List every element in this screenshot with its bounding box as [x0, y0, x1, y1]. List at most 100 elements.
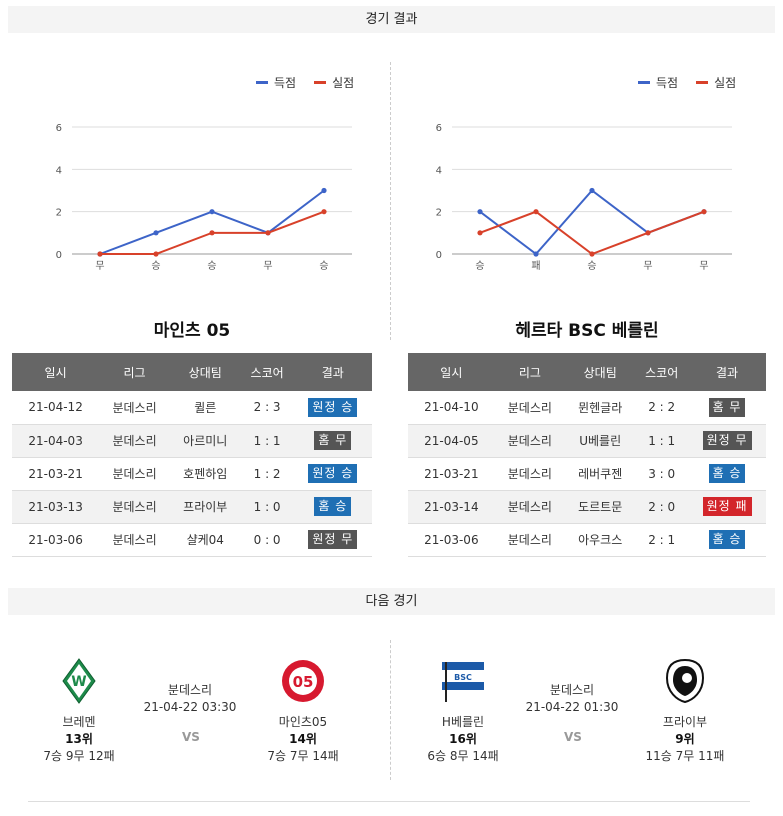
- cell-score: 2 : 2: [635, 391, 689, 425]
- team-name: 프라이부: [662, 715, 708, 729]
- cell-league: 분데스리: [99, 391, 170, 425]
- match1-info: 분데스리 21-04-22 03:30: [130, 682, 250, 716]
- cell-league: 분데스리: [494, 523, 566, 557]
- cell-opponent: 샬케04: [169, 523, 241, 557]
- col-opponent: 상대팀: [169, 353, 241, 391]
- legend-scored: 득점: [638, 74, 678, 91]
- col-score: 스코어: [635, 353, 689, 391]
- svg-text:W: W: [71, 674, 86, 690]
- cell-date: 21-03-13: [12, 490, 100, 524]
- cell-date: 21-03-14: [408, 490, 495, 524]
- result-badge: 홈 승: [708, 530, 746, 549]
- match2-home-team[interactable]: BSC H베를린 16위 6승 8무 14패: [418, 658, 508, 764]
- cell-score: 3 : 0: [635, 457, 689, 491]
- x-tick-label: 무: [95, 261, 104, 272]
- match1-home-team[interactable]: W 브레멘 13위 7승 9무 12패: [36, 658, 122, 764]
- cell-date: 21-04-12: [12, 391, 100, 425]
- cell-result: 홈 무: [688, 391, 766, 425]
- x-tick-label: 무: [699, 261, 708, 272]
- cell-opponent: U베를린: [565, 424, 636, 458]
- legend-conceded: 실점: [314, 74, 354, 91]
- cell-score: 0 : 0: [240, 523, 294, 557]
- mainz-05-crest-icon: 05: [282, 660, 324, 702]
- cell-date: 21-04-03: [12, 424, 100, 458]
- legend-conceded: 실점: [696, 74, 736, 91]
- data-point-scored: [209, 209, 215, 215]
- legend-scored-swatch: [638, 81, 650, 84]
- right-team-title: 헤르타 BSC 베를린: [515, 321, 659, 341]
- team-name: 브레멘: [62, 715, 96, 729]
- cell-league: 분데스리: [99, 457, 170, 491]
- y-tick-label: 4: [436, 165, 442, 176]
- data-point-conceded: [265, 230, 271, 236]
- results-section-header: 경기 결과: [8, 6, 775, 33]
- cell-result: 홈 승: [688, 523, 766, 557]
- data-point-scored: [533, 251, 539, 257]
- cell-league: 분데스리: [99, 490, 170, 524]
- data-point-conceded: [589, 251, 595, 257]
- x-tick-label: 승: [207, 260, 216, 272]
- y-tick-label: 0: [56, 250, 62, 261]
- legend-conceded-swatch: [696, 81, 709, 84]
- team-record: 6승 8무 14패: [427, 749, 499, 763]
- team-rank: 9위: [675, 732, 695, 746]
- legend-conceded-label: 실점: [714, 76, 737, 90]
- cell-result: 원정 무: [688, 424, 766, 458]
- data-point-conceded: [153, 251, 159, 257]
- col-date: 일시: [408, 353, 495, 391]
- table-row: 21-03-06 분데스리 샬케04 0 : 0 원정 무: [12, 523, 372, 557]
- cell-date: 21-04-10: [408, 391, 495, 425]
- data-point-conceded: [321, 209, 327, 215]
- cell-opponent: 뮌헨글라: [565, 391, 636, 425]
- left-team-results-table: 일시 리그 상대팀 스코어 결과 21-04-12 분데스리 퀼른 2 : 3 원정 승…: [12, 353, 372, 557]
- cell-score: 1 : 1: [635, 424, 689, 458]
- table-row: 21-03-14 분데스리 도르트문 2 : 0 원정 패: [408, 490, 766, 524]
- y-tick-label: 6: [56, 123, 62, 134]
- data-point-scored: [477, 209, 483, 215]
- col-opponent: 상대팀: [565, 353, 636, 391]
- table-row: 21-04-03 분데스리 아르미니 1 : 1 홈 무: [12, 424, 372, 458]
- cell-league: 분데스리: [99, 424, 170, 458]
- chart-legend-right: 득점 실점: [638, 74, 736, 91]
- werder-bremen-crest-icon: W: [62, 658, 96, 704]
- cell-league: 분데스리: [494, 391, 566, 425]
- x-tick-label: 무: [263, 261, 272, 272]
- table-header-row: 일시 리그 상대팀 스코어 결과: [12, 353, 372, 391]
- team-record: 7승 7무 14패: [267, 749, 339, 763]
- cell-league: 분데스리: [494, 490, 566, 524]
- col-result: 결과: [688, 353, 766, 391]
- table-row: 21-03-21 분데스리 레버쿠젠 3 : 0 홈 승: [408, 457, 766, 491]
- cell-score: 1 : 0: [240, 490, 294, 524]
- match2-away-team[interactable]: 프라이부 9위 11승 7무 11패: [640, 658, 730, 764]
- cell-score: 2 : 1: [635, 523, 689, 557]
- svg-text:05: 05: [293, 673, 314, 691]
- legend-scored-label: 득점: [274, 76, 297, 90]
- x-tick-label: 승: [151, 260, 160, 272]
- match1-away-team[interactable]: 05 마인츠05 14위 7승 7무 14패: [258, 658, 348, 764]
- y-tick-label: 6: [436, 123, 442, 134]
- left-team-title: 마인츠 05: [153, 321, 231, 341]
- cell-date: 21-04-05: [408, 424, 495, 458]
- right-team-line-chart: 0 2 4 6 승 패 승 무 무: [436, 123, 732, 272]
- data-point-scored: [321, 187, 327, 194]
- x-tick-label: 승: [319, 260, 328, 272]
- x-tick-label: 패: [531, 260, 540, 272]
- cell-date: 21-03-06: [12, 523, 100, 557]
- data-point-conceded: [645, 230, 651, 236]
- cell-opponent: 호펜하임: [169, 457, 241, 491]
- match-datetime: 21-04-22 03:30: [143, 700, 237, 714]
- col-result: 결과: [293, 353, 372, 391]
- table-row: 21-03-21 분데스리 호펜하임 1 : 2 원정 승: [12, 457, 372, 491]
- result-badge: 원정 무: [308, 530, 358, 549]
- match-datetime: 21-04-22 01:30: [525, 700, 619, 714]
- result-badge: 원정 승: [308, 397, 358, 417]
- cell-result: 원정 승: [293, 457, 372, 491]
- cell-date: 21-03-06: [408, 523, 495, 557]
- legend-scored-label: 득점: [656, 76, 679, 90]
- hertha-bsc-crest-icon: BSC: [442, 662, 484, 702]
- legend-scored-swatch: [256, 81, 268, 84]
- cell-score: 2 : 0: [635, 490, 689, 524]
- result-badge: 원정 무: [702, 431, 752, 450]
- team-record: 7승 9무 12패: [43, 749, 115, 763]
- series-line-scored: [479, 189, 705, 256]
